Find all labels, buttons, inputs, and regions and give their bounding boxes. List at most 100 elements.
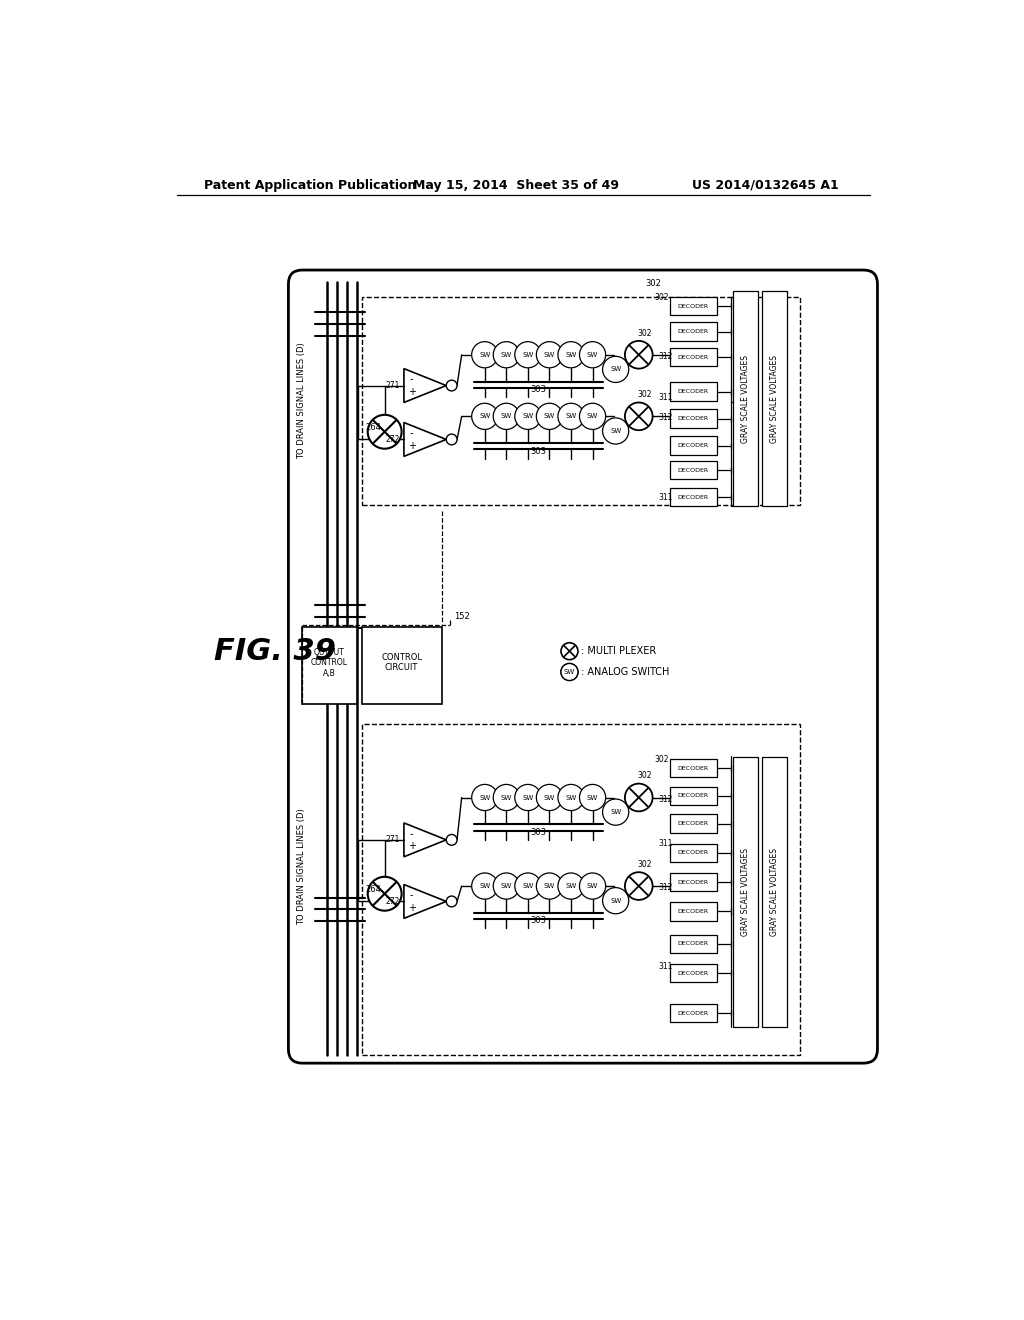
Circle shape [602, 887, 629, 913]
Circle shape [368, 414, 401, 449]
Text: SW: SW [610, 428, 622, 434]
Text: 302: 302 [638, 861, 652, 869]
Text: SW: SW [501, 351, 512, 358]
Text: +: + [408, 441, 416, 450]
Text: -: - [410, 428, 414, 438]
Circle shape [537, 784, 562, 810]
Text: 303: 303 [530, 828, 547, 837]
Text: FIG. 39: FIG. 39 [214, 636, 336, 665]
Text: SW: SW [544, 351, 555, 358]
Text: SW: SW [522, 351, 534, 358]
Text: SW: SW [479, 351, 490, 358]
Text: DECODER: DECODER [678, 879, 709, 884]
Text: SW: SW [522, 883, 534, 890]
Text: SW: SW [544, 795, 555, 800]
Text: SW: SW [587, 413, 598, 420]
Bar [733, 758, 758, 1027]
Text: 271: 271 [386, 836, 400, 845]
Text: 302: 302 [638, 329, 652, 338]
Text: 302: 302 [645, 279, 660, 288]
Bar [670, 843, 717, 862]
Circle shape [515, 873, 541, 899]
Text: SW: SW [565, 883, 577, 890]
Circle shape [446, 834, 457, 845]
Text: GRAY SCALE VOLTAGES: GRAY SCALE VOLTAGES [770, 355, 779, 442]
Text: -: - [410, 890, 414, 900]
Text: DECODER: DECODER [678, 329, 709, 334]
Text: 311: 311 [658, 962, 673, 972]
Bar [670, 409, 717, 428]
Text: 311: 311 [658, 840, 673, 849]
Text: 312: 312 [658, 795, 673, 804]
Circle shape [580, 404, 605, 429]
Text: OUTPUT
CONTROL
A,B: OUTPUT CONTROL A,B [310, 648, 348, 677]
Text: GRAY SCALE VOLTAGES: GRAY SCALE VOLTAGES [770, 849, 779, 936]
Text: DECODER: DECODER [678, 821, 709, 826]
Text: Patent Application Publication: Patent Application Publication [204, 178, 416, 191]
Circle shape [446, 380, 457, 391]
Text: SW: SW [565, 413, 577, 420]
Text: SW: SW [522, 795, 534, 800]
Bar [670, 297, 717, 315]
Text: SW: SW [610, 809, 622, 816]
Text: SW: SW [587, 883, 598, 890]
Text: SW: SW [587, 795, 598, 800]
Bar [361, 627, 442, 704]
Text: +: + [408, 903, 416, 912]
Text: -: - [410, 375, 414, 384]
Text: 312: 312 [658, 883, 673, 892]
Text: 303: 303 [530, 916, 547, 925]
Circle shape [494, 404, 519, 429]
Text: SW: SW [479, 413, 490, 420]
Text: SW: SW [565, 795, 577, 800]
Text: SW: SW [501, 795, 512, 800]
Text: 311: 311 [658, 392, 673, 401]
Text: DECODER: DECODER [678, 941, 709, 946]
Text: 272: 272 [386, 436, 400, 444]
Circle shape [515, 784, 541, 810]
Circle shape [537, 404, 562, 429]
Text: CONTROL
CIRCUIT: CONTROL CIRCUIT [381, 653, 422, 672]
Text: : MULTI PLEXER: : MULTI PLEXER [581, 647, 656, 656]
Text: SW: SW [610, 898, 622, 904]
Circle shape [558, 342, 584, 368]
Text: GRAY SCALE VOLTAGES: GRAY SCALE VOLTAGES [741, 849, 751, 936]
Circle shape [368, 876, 401, 911]
Bar [670, 488, 717, 507]
Circle shape [472, 873, 498, 899]
Text: SW: SW [479, 883, 490, 890]
Text: SW: SW [565, 351, 577, 358]
Text: SW: SW [522, 413, 534, 420]
Bar [670, 1003, 717, 1022]
Text: TO DRAIN SIGNAL LINES (D): TO DRAIN SIGNAL LINES (D) [297, 808, 306, 925]
Text: 302: 302 [638, 391, 652, 399]
Text: DECODER: DECODER [678, 444, 709, 447]
Text: DECODER: DECODER [678, 416, 709, 421]
Bar [762, 290, 786, 507]
Circle shape [446, 434, 457, 445]
Text: 302: 302 [638, 771, 652, 780]
Text: DECODER: DECODER [678, 793, 709, 799]
Bar [670, 814, 717, 833]
Text: +: + [408, 841, 416, 851]
Circle shape [561, 643, 578, 660]
Bar [733, 290, 758, 507]
Text: 302: 302 [654, 293, 669, 301]
Text: +: + [408, 387, 416, 397]
Text: 303: 303 [530, 446, 547, 455]
Circle shape [515, 342, 541, 368]
Text: : ANALOG SWITCH: : ANALOG SWITCH [581, 667, 670, 677]
Circle shape [558, 404, 584, 429]
Text: SW: SW [501, 883, 512, 890]
Bar [670, 903, 717, 921]
Circle shape [472, 404, 498, 429]
Circle shape [625, 784, 652, 812]
Bar [361, 297, 801, 506]
Circle shape [625, 341, 652, 368]
Text: DECODER: DECODER [678, 850, 709, 855]
Text: May 15, 2014  Sheet 35 of 49: May 15, 2014 Sheet 35 of 49 [413, 178, 618, 191]
Circle shape [580, 784, 605, 810]
Bar [670, 873, 717, 891]
Text: DECODER: DECODER [678, 304, 709, 309]
Bar [670, 935, 717, 953]
